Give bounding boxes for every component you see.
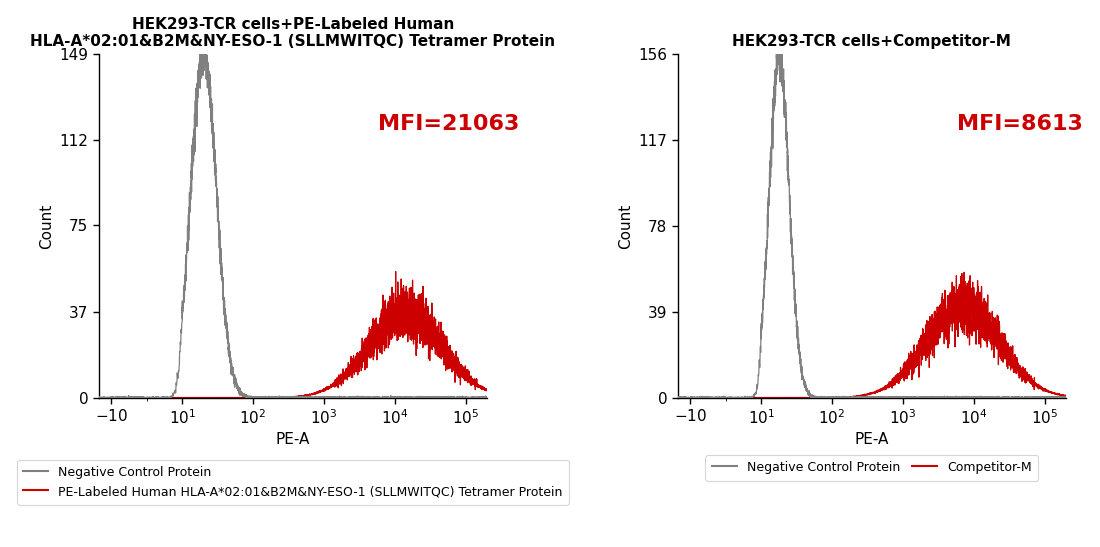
Text: MFI=21063: MFI=21063 [378, 114, 519, 134]
Legend: Negative Control Protein, PE-Labeled Human HLA-A*02:01&B2M&NY-ESO-1 (SLLMWITQC) : Negative Control Protein, PE-Labeled Hum… [16, 460, 569, 504]
Title: HEK293-TCR cells+PE-Labeled Human
HLA-A*02:01&B2M&NY-ESO-1 (SLLMWITQC) Tetramer : HEK293-TCR cells+PE-Labeled Human HLA-A*… [31, 16, 555, 49]
Y-axis label: Count: Count [618, 203, 632, 249]
X-axis label: PE-A: PE-A [855, 432, 889, 447]
Legend: Negative Control Protein, Competitor-M: Negative Control Protein, Competitor-M [705, 455, 1038, 481]
Y-axis label: Count: Count [39, 203, 54, 249]
Text: MFI=8613: MFI=8613 [957, 114, 1084, 134]
X-axis label: PE-A: PE-A [276, 432, 310, 447]
Title: HEK293-TCR cells+Competitor-M: HEK293-TCR cells+Competitor-M [733, 34, 1011, 49]
